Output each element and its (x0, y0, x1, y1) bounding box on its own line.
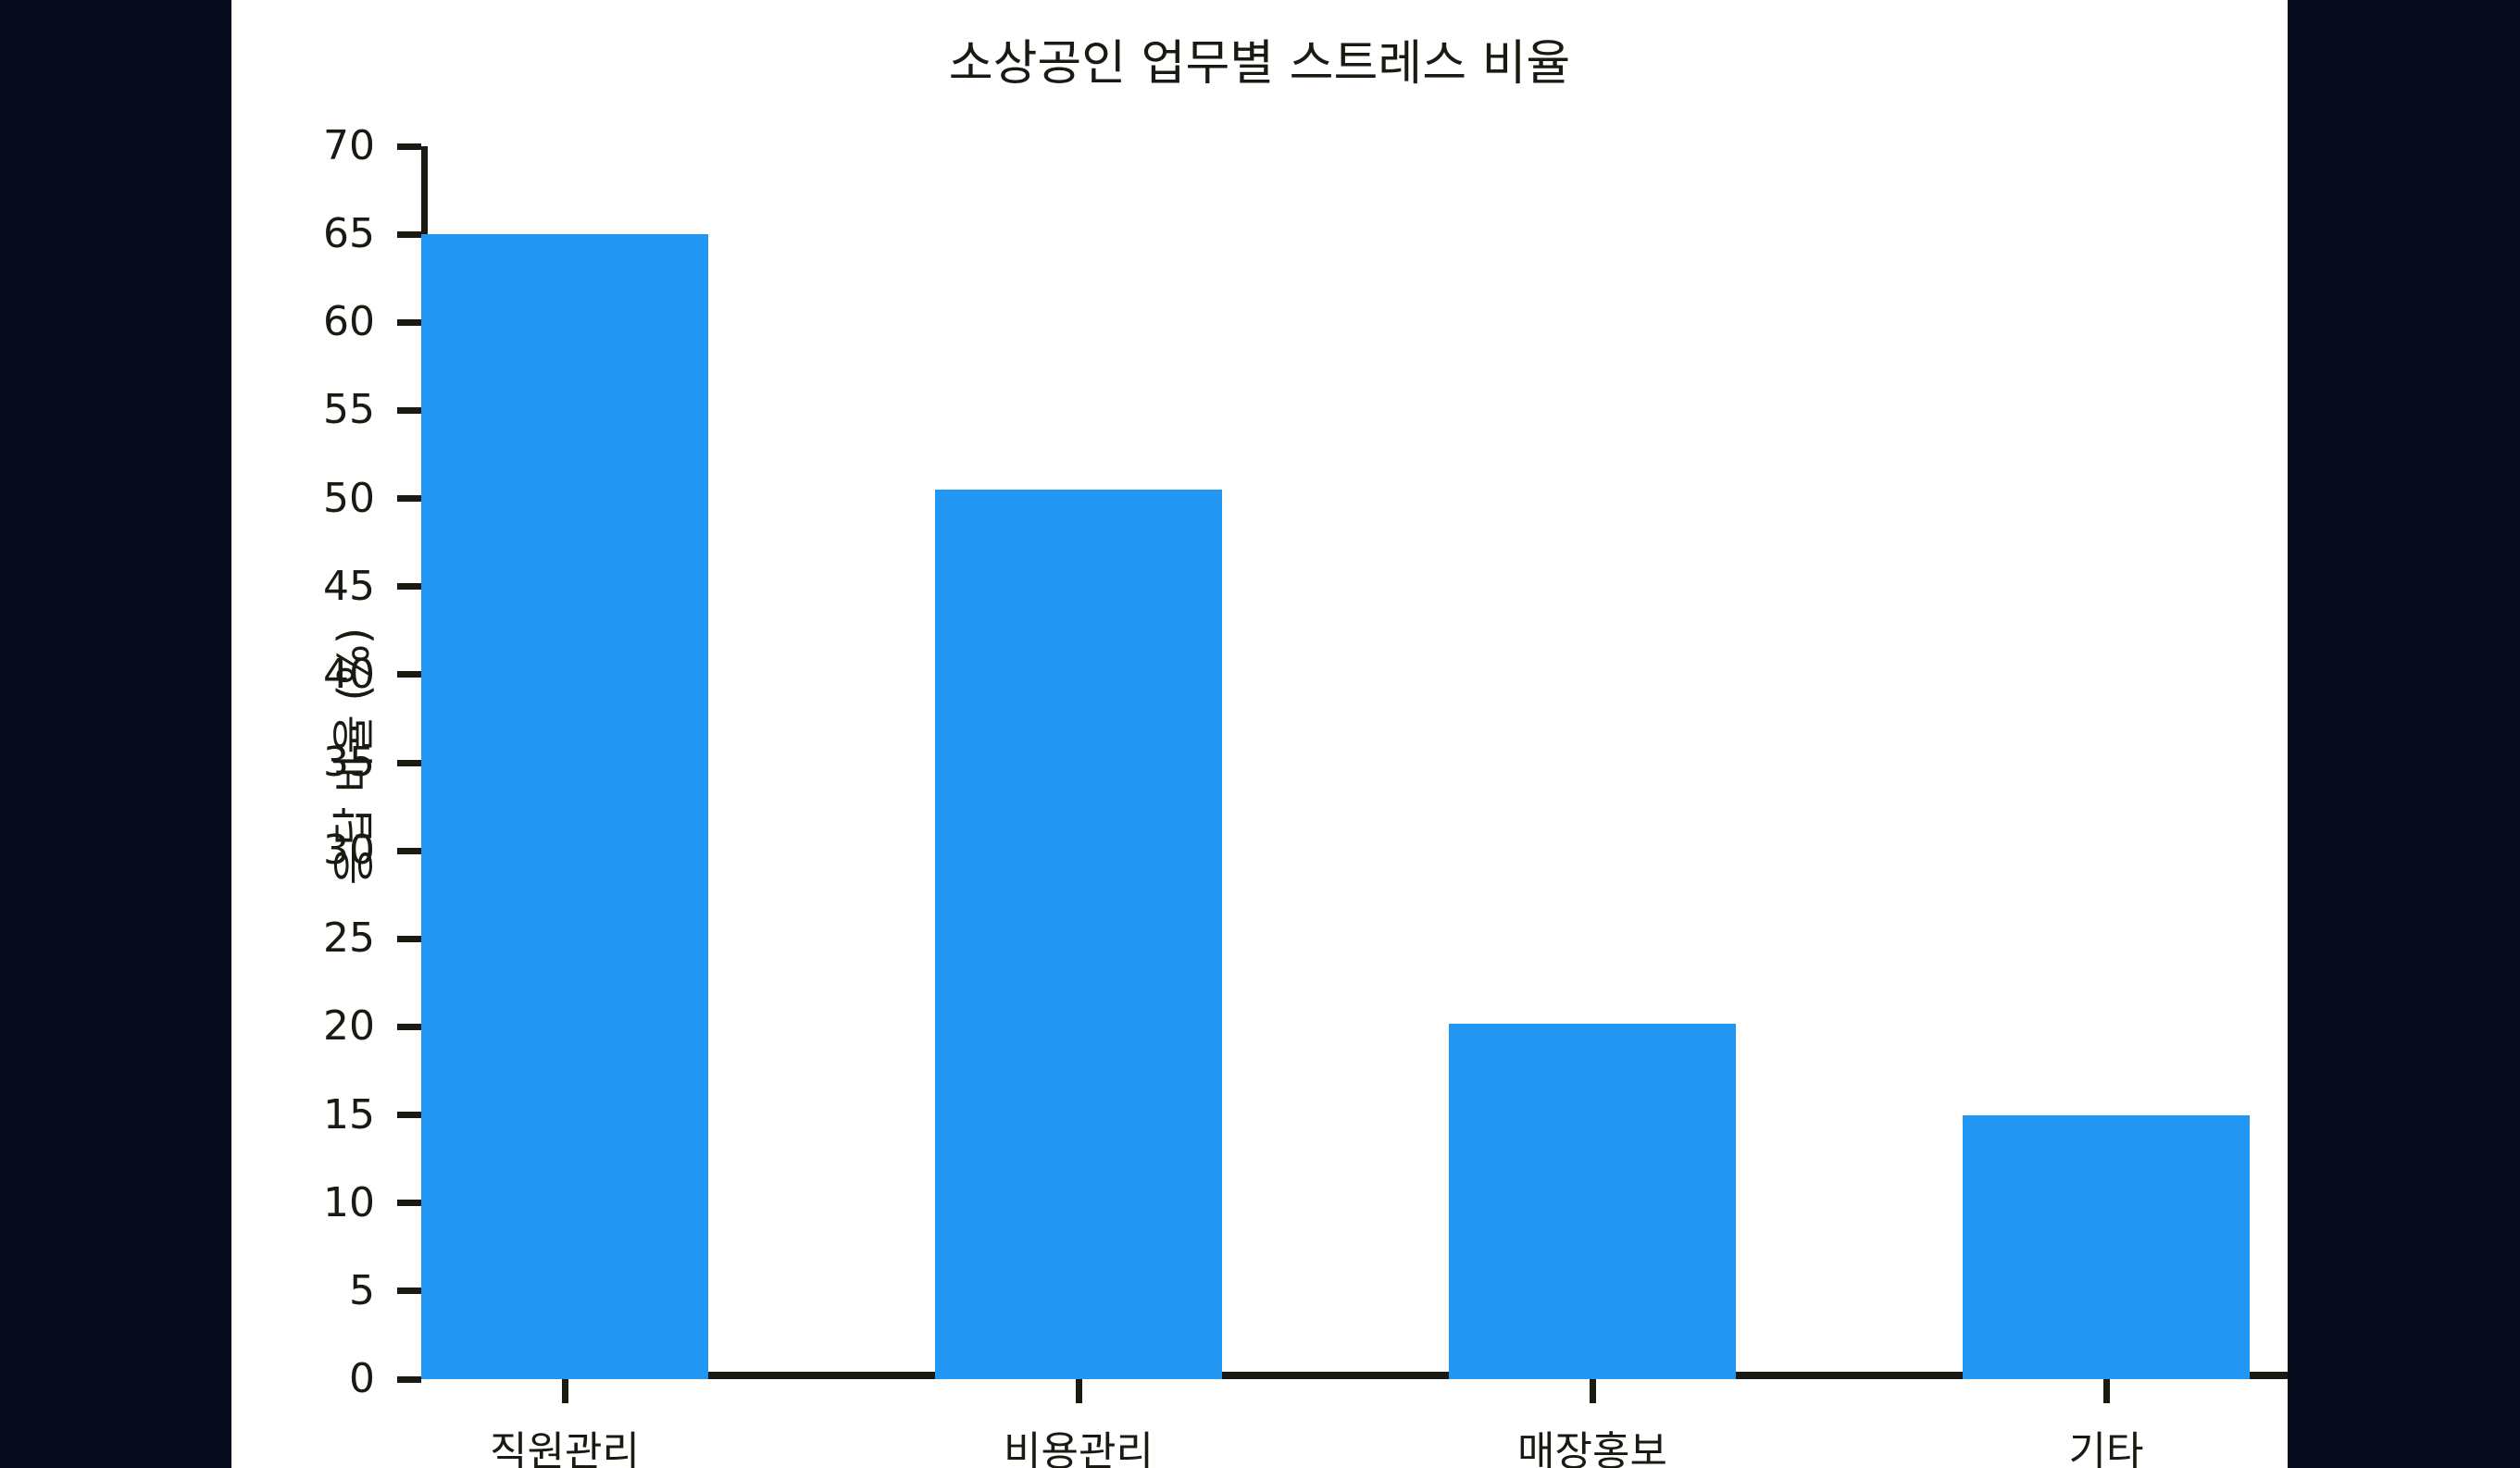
bar (1963, 1114, 2250, 1379)
x-axis-spine (421, 1372, 2288, 1379)
bar (421, 234, 708, 1379)
y-tick-mark (397, 1288, 421, 1295)
chart-title: 소상공인 업무별 스트레스 비율 (948, 36, 1571, 92)
x-tick-mark (2102, 1379, 2110, 1403)
x-tick-mark (1075, 1379, 1082, 1403)
y-tick-mark (397, 935, 421, 942)
y-tick-mark (397, 1375, 421, 1383)
plot-area: 응답 비율 (%) 0 5 10 15 20 25 30 35 40 45 50 55 60 65 70 직… (323, 126, 2288, 1468)
y-tick-mark (397, 583, 421, 591)
y-tick-mark (397, 1112, 421, 1119)
chart-figure: 소상공인 업무별 스트레스 비율 응답 비율 (%) 0 5 10 15 20 25 30 3… (231, 0, 2288, 1468)
y-tick-mark (397, 230, 421, 238)
bar (935, 490, 1222, 1379)
y-tick-label: 60 (323, 298, 375, 346)
y-tick-mark (397, 406, 421, 414)
x-tick-mark (1589, 1379, 1596, 1403)
y-tick-label: 45 (323, 562, 375, 610)
y-tick-mark (397, 1200, 421, 1207)
bar (1449, 1023, 1736, 1379)
y-tick-label: 5 (349, 1266, 375, 1314)
y-tick-mark (397, 847, 421, 854)
y-tick-label: 20 (323, 1002, 375, 1051)
y-tick-mark (397, 1023, 421, 1030)
x-tick-mark (561, 1379, 568, 1403)
y-tick-label: 55 (323, 386, 375, 434)
y-tick-label: 65 (323, 210, 375, 258)
y-tick-label: 40 (323, 650, 375, 698)
x-tick-label: 직원관리 (490, 1428, 640, 1468)
y-tick-mark (397, 143, 421, 150)
x-tick-label: 비용관리 (1004, 1428, 1154, 1468)
y-tick-label: 30 (323, 827, 375, 875)
y-tick-mark (397, 495, 421, 503)
y-tick-label: 15 (323, 1090, 375, 1138)
y-tick-mark (397, 759, 421, 766)
y-tick-label: 70 (323, 122, 375, 169)
y-tick-label: 35 (323, 739, 375, 786)
y-tick-mark (397, 671, 421, 678)
y-tick-mark (397, 318, 421, 326)
x-tick-label: 매장홍보 (1517, 1428, 1667, 1468)
y-tick-label: 0 (349, 1355, 375, 1402)
x-tick-label: 기타 (2068, 1428, 2144, 1468)
y-tick-label: 10 (323, 1178, 375, 1226)
y-tick-label: 50 (323, 474, 375, 522)
y-tick-label: 25 (323, 914, 375, 963)
